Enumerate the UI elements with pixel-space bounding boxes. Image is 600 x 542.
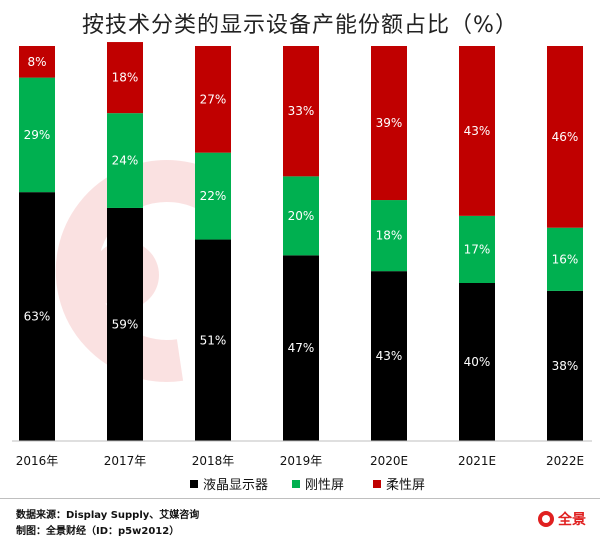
bar-segment [547, 46, 583, 228]
x-tick-label: 2018年 [192, 454, 235, 468]
bar-segment [195, 239, 231, 441]
x-tick-label: 2017年 [104, 454, 147, 468]
bar-segment [371, 46, 407, 201]
legend-swatch [190, 480, 198, 488]
data-source-note: 数据来源：Display Supply、艾媒咨询 [16, 510, 200, 521]
bar-segment [283, 176, 319, 256]
data-label: 18% [376, 229, 403, 243]
data-label: 46% [552, 130, 579, 144]
data-label: 43% [376, 349, 403, 363]
legend-label: 液晶显示器 [203, 478, 268, 493]
data-label: 16% [552, 252, 579, 266]
bar-segment [107, 207, 143, 441]
data-label: 33% [288, 104, 315, 118]
bar-segment [283, 255, 319, 441]
x-tick-label: 2019年 [280, 454, 323, 468]
data-label: 59% [112, 317, 139, 331]
data-label: 47% [288, 341, 315, 355]
bar-segment [19, 46, 55, 78]
data-label: 39% [376, 116, 403, 130]
bar-segment [371, 200, 407, 272]
bar-segment [547, 227, 583, 291]
x-tick-label: 2022E [546, 454, 584, 468]
bar-segment [107, 42, 143, 114]
bar-segment [195, 46, 231, 153]
bar-segment [107, 113, 143, 208]
legend-swatch [373, 480, 381, 488]
bar-segment [19, 77, 55, 193]
data-label: 18% [112, 71, 139, 85]
bar-segment [459, 283, 495, 441]
bar-segment [283, 46, 319, 177]
data-label: 63% [24, 310, 51, 324]
bar-segment [371, 271, 407, 441]
chart-plot: 63% 29% 8% 59% 24% 18% 51% 22% 27% 47% 20% 33% 43% 18… [12, 42, 592, 493]
brand-logo: 全景 [538, 508, 598, 532]
data-label: 43% [464, 124, 491, 138]
legend-label: 柔性屏 [386, 478, 425, 493]
data-label: 27% [200, 92, 227, 106]
bar-segment [195, 152, 231, 240]
chart-title: 按技术分类的显示设备产能份额占比（%） [82, 13, 518, 38]
x-tick-label: 2020E [370, 454, 408, 468]
data-label: 22% [200, 189, 227, 203]
bar-segment [459, 46, 495, 216]
data-label: 29% [24, 128, 51, 142]
brand-logo-icon [538, 511, 554, 527]
data-label: 8% [27, 55, 46, 69]
data-label: 24% [112, 154, 139, 168]
footer: 数据来源：Display Supply、艾媒咨询 制图：全景财经（ID：p5w2… [0, 498, 600, 542]
data-label: 38% [552, 359, 579, 373]
data-label: 51% [200, 333, 227, 347]
bar-segment [547, 290, 583, 441]
legend-label: 刚性屏 [305, 478, 344, 493]
brand-logo-text: 全景 [558, 512, 586, 528]
bar-segment [459, 215, 495, 283]
watermark-logo [55, 160, 227, 382]
x-tick-label: 2021E [458, 454, 496, 468]
bar-segment [19, 192, 55, 441]
chart-credit-note: 制图：全景财经（ID：p5w2012） [16, 526, 180, 537]
x-tick-label: 2016年 [16, 454, 59, 468]
legend-swatch [292, 480, 300, 488]
data-label: 20% [288, 209, 315, 223]
data-label: 17% [464, 242, 491, 256]
data-label: 40% [464, 355, 491, 369]
footer-divider [0, 498, 600, 499]
